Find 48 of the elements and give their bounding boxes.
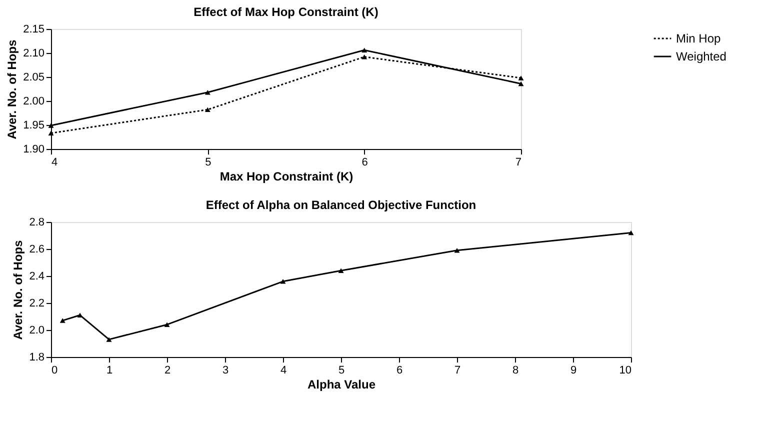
point [106,337,112,342]
y-tick-label: 2.4 [29,270,44,282]
point [338,268,344,273]
x-tick-label: 0 [52,364,58,376]
y-tick-label: 1.90 [23,144,44,156]
point [518,76,524,80]
x-tick-label: 4 [280,364,287,376]
y-tick-label: 2.00 [23,96,44,108]
y-tick-label: 2.2 [29,298,44,310]
legend-label: Weighted [676,50,726,64]
y-tick-label: 1.8 [29,352,44,364]
y-tick-label: 2.0 [29,324,44,336]
point [60,318,66,323]
x-tick-label: 5 [338,364,345,376]
point [48,130,54,136]
x-tick-label: 3 [222,364,229,376]
point [628,230,634,236]
x-axis-title: Max Hop Constraint (K) [220,170,354,184]
y-axis-title: Aver. No. of Hops [5,39,20,140]
y-axis-title: Aver. No. of Hops [11,240,26,340]
chart-title: Effect of Alpha on Balanced Objective Function [206,198,476,212]
point [164,322,170,327]
point [362,54,368,60]
x-tick-label: 4 [52,156,58,168]
x-tick-label: 8 [512,364,519,376]
y-tick-label: 2.15 [23,24,44,36]
point [204,90,210,95]
point [362,48,368,52]
y-tick-label: 2.8 [29,216,44,228]
x-tick-label: 7 [515,156,522,168]
y-tick-label: 2.10 [23,48,44,60]
y-tick-label: 2.05 [23,72,44,84]
x-tick-label: 7 [454,364,461,376]
legend-label: Min Hop [676,32,722,46]
x-tick-label: 5 [205,156,212,168]
chart-title: Effect of Max Hop Constraint (K) [194,5,378,19]
point [280,279,286,284]
x-tick-label: 10 [619,364,632,376]
x-tick-label: 2 [164,364,171,376]
x-tick-label: 9 [570,364,577,376]
point [518,81,524,86]
x-tick-label: 6 [396,364,403,376]
point [204,107,210,112]
y-tick-label: 2.6 [29,244,44,256]
x-tick-label: 6 [362,156,368,168]
y-tick-label: 1.95 [23,120,44,132]
x-axis-title: Alpha Value [307,378,376,392]
x-tick-label: 1 [106,364,113,376]
